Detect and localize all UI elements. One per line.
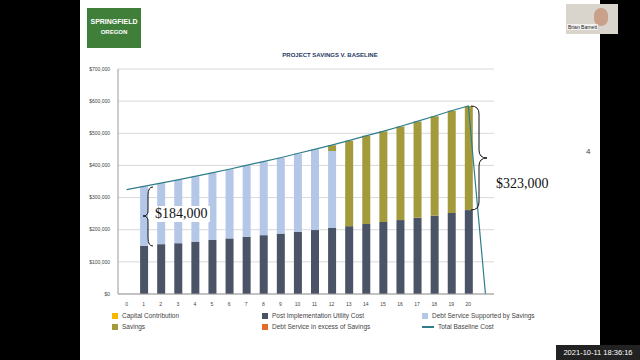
svg-text:3: 3 xyxy=(176,301,179,307)
svg-text:$600,000: $600,000 xyxy=(89,98,110,104)
html-text:PROJECT SAVINGS V. BASELINE: PROJECT SAVINGS V. BASELINE xyxy=(282,52,378,58)
html-text:Total Baseline Cost: Total Baseline Cost xyxy=(438,323,494,330)
html-text:Debt Service Supported by Savi: Debt Service Supported by Savings xyxy=(432,312,535,319)
svg-text:$300,000: $300,000 xyxy=(89,194,110,200)
svg-text:8: 8 xyxy=(262,301,265,307)
svg-text:9: 9 xyxy=(279,301,282,307)
svg-text:10: 10 xyxy=(295,301,301,307)
html-text:Post Implementation Utility Co: Post Implementation Utility Cost xyxy=(272,312,365,319)
svg-text:$500,000: $500,000 xyxy=(89,130,110,136)
svg-text:$200,000: $200,000 xyxy=(89,226,110,232)
html-text:Savings: Savings xyxy=(122,323,146,330)
svg-text:18: 18 xyxy=(431,301,437,307)
html-text:2021-10-11 18:36:16: 2021-10-11 18:36:16 xyxy=(563,348,633,357)
svg-text:$700,000: $700,000 xyxy=(89,66,110,72)
html-text:4: 4 xyxy=(586,147,591,156)
svg-text:2: 2 xyxy=(159,301,162,307)
svg-text:0: 0 xyxy=(125,301,128,307)
svg-text:12: 12 xyxy=(329,301,335,307)
svg-text:19: 19 xyxy=(448,301,454,307)
svg-text:15: 15 xyxy=(380,301,386,307)
svg-text:$0: $0 xyxy=(104,291,110,297)
html-text:Capital Contribution: Capital Contribution xyxy=(122,312,180,319)
html-text:SPRINGFIELD: SPRINGFIELD xyxy=(90,18,138,25)
svg-text:6: 6 xyxy=(228,301,231,307)
svg-text:16: 16 xyxy=(397,301,403,307)
html-text:Debt Service in excess of Savi: Debt Service in excess of Savings xyxy=(272,323,371,330)
svg-text:20: 20 xyxy=(466,301,472,307)
html-text:OREGON: OREGON xyxy=(100,29,128,35)
svg-text:11: 11 xyxy=(312,301,317,307)
svg-text:14: 14 xyxy=(363,301,369,307)
svg-text:17: 17 xyxy=(414,301,420,307)
svg-text:7: 7 xyxy=(245,301,248,307)
svg-text:4: 4 xyxy=(194,301,197,307)
html-text:$184,000: $184,000 xyxy=(155,206,208,221)
html-text:$323,000: $323,000 xyxy=(496,176,549,191)
svg-text:5: 5 xyxy=(211,301,214,307)
html-text:Brian Barnett: Brian Barnett xyxy=(568,24,598,30)
svg-text:1: 1 xyxy=(142,301,145,307)
svg-text:$400,000: $400,000 xyxy=(89,162,110,168)
svg-text:$100,000: $100,000 xyxy=(89,259,110,265)
svg-text:13: 13 xyxy=(346,301,352,307)
